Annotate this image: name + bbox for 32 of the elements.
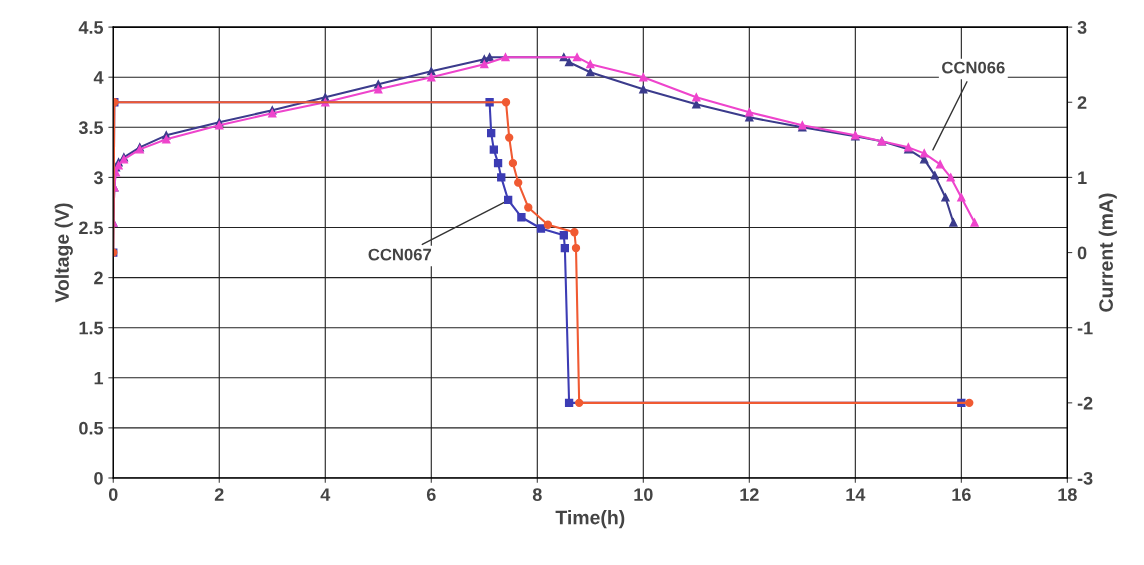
annotation: CCN067	[368, 248, 432, 261]
y2-tick-label: 2	[1077, 96, 1087, 109]
y-tick-label: 4	[93, 71, 104, 84]
y2-tick-label: -1	[1077, 321, 1093, 335]
x-tick-label: 14	[846, 488, 866, 501]
y-tick-label: 2	[94, 271, 103, 285]
y2-axis-title: Current (mA)	[1098, 193, 1117, 312]
x-axis-title: Time(h)	[555, 510, 625, 529]
y-axis-title: Voltage (V)	[54, 203, 73, 303]
x-tick-label: 16	[952, 488, 971, 501]
x-tick-label: 0	[108, 488, 118, 501]
y-tick-label: 3.5	[78, 121, 104, 135]
x-tick-label: 8	[532, 488, 542, 501]
y-tick-label: 0.5	[79, 421, 104, 435]
x-tick-label: 2	[214, 488, 224, 501]
y-tick-label: 3	[93, 171, 103, 185]
y-tick-label: 1.5	[79, 321, 104, 335]
y2-tick-label: 3	[1077, 21, 1087, 34]
y2-tick-label: -3	[1077, 471, 1093, 485]
x-tick-label: 6	[426, 488, 436, 501]
annotation: CCN066	[942, 61, 1005, 74]
y2-tick-label: -2	[1077, 396, 1093, 410]
y-tick-label: 1	[94, 371, 104, 385]
x-tick-label: 4	[320, 488, 331, 501]
y-tick-label: 0	[94, 471, 103, 485]
y-tick-label: 2.5	[79, 221, 104, 235]
x-tick-label: 18	[1058, 488, 1077, 501]
x-tick-label: 12	[740, 488, 759, 501]
y-tick-label: 4.5	[78, 21, 104, 34]
x-tick-label: 10	[634, 488, 653, 501]
y2-tick-label: 0	[1077, 246, 1087, 260]
y2-tick-label: 1	[1078, 171, 1087, 184]
